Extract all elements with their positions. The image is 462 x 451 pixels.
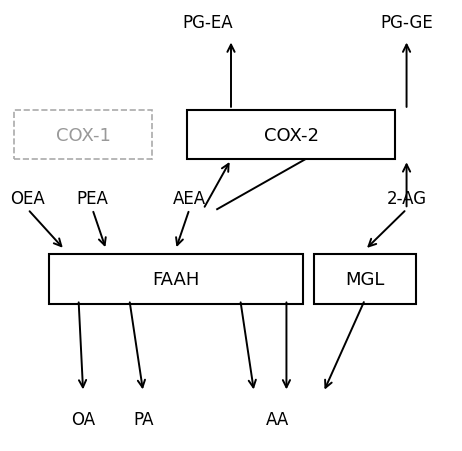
Text: FAAH: FAAH <box>152 271 199 289</box>
Text: AA: AA <box>266 410 289 428</box>
Text: PG-EA: PG-EA <box>182 14 233 32</box>
Text: COX-1: COX-1 <box>56 126 110 144</box>
FancyBboxPatch shape <box>187 110 395 160</box>
FancyBboxPatch shape <box>49 255 303 304</box>
Text: COX-2: COX-2 <box>263 126 319 144</box>
Text: 2-AG: 2-AG <box>387 189 426 207</box>
Text: OEA: OEA <box>10 189 45 207</box>
FancyBboxPatch shape <box>14 110 152 160</box>
Text: MGL: MGL <box>345 271 385 289</box>
Text: PG-GE: PG-GE <box>380 14 433 32</box>
FancyBboxPatch shape <box>314 255 416 304</box>
Text: OA: OA <box>71 410 95 428</box>
Text: PA: PA <box>133 410 153 428</box>
Text: AEA: AEA <box>173 189 206 207</box>
Text: PEA: PEA <box>77 189 108 207</box>
